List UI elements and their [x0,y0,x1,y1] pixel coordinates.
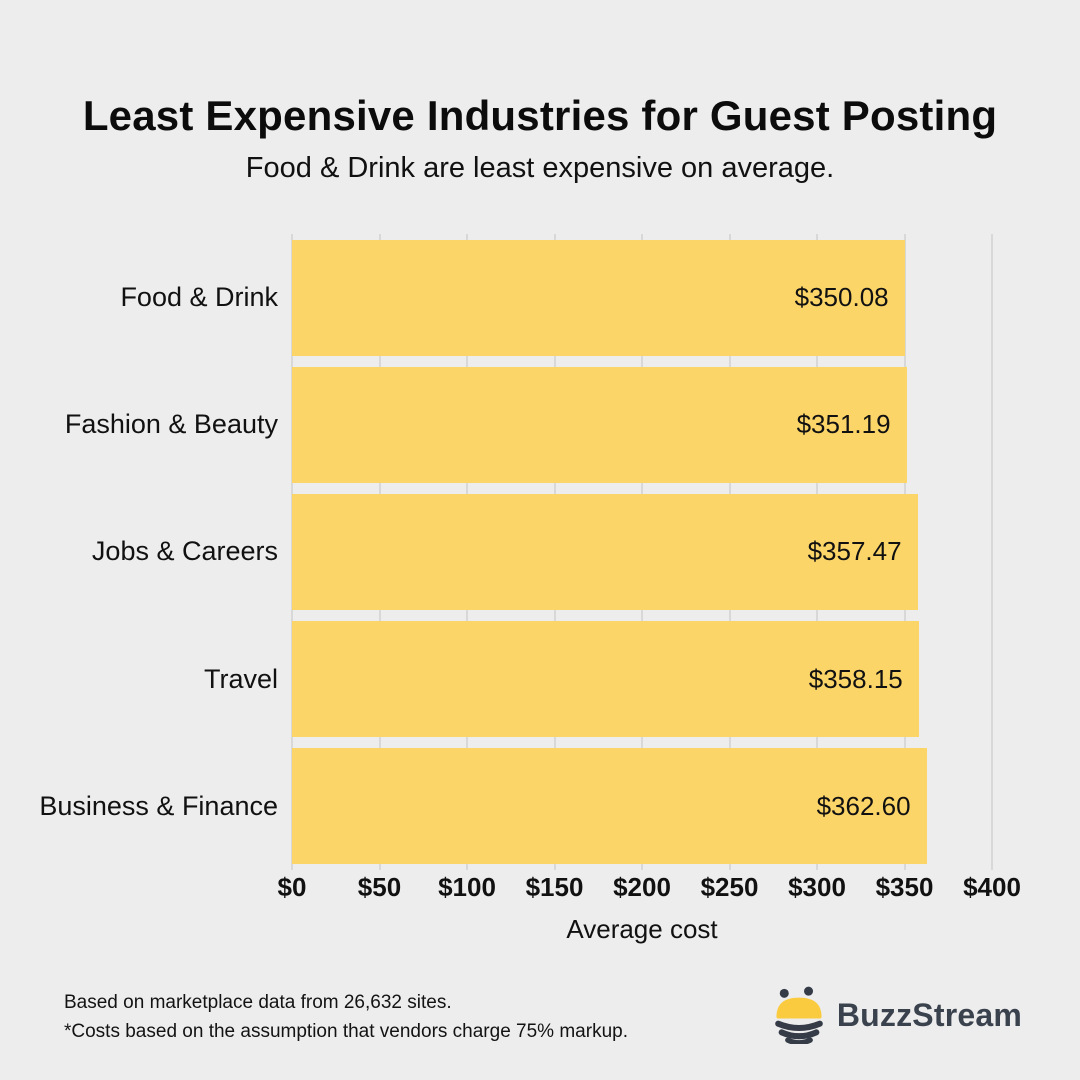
category-label: Fashion & Beauty [64,409,278,440]
x-tick-label: $300 [788,872,846,902]
category-label: Travel [203,663,278,694]
bar-row: $350.08 [292,234,992,361]
bee-icon [775,986,823,1044]
bar-Food & Drink: $350.08 [292,239,905,356]
chart-title: Least Expensive Industries for Guest Pos… [82,92,998,139]
source-note-line1: Based on marketplace data from 26,632 si… [64,992,452,1013]
bar-row: $358.15 [292,616,992,743]
x-tick-label: $250 [700,872,759,902]
x-axis-tick-labels: $0 $50 $100 $150 $200 $250 $300 $350 $400 [278,872,1021,906]
bar-Fashion & Beauty: $351.19 [292,366,907,483]
bar-chart-plot-area: $350.08 $351.19 $357.47 $358.15 $362.60 [291,234,993,870]
y-axis-category-labels: Food & Drink Fashion & Beauty Jobs & Caree… [0,234,278,870]
bar-Travel: $358.15 [292,621,919,738]
bar-row: $362.60 [292,743,992,870]
x-tick-label: $0 [277,872,307,902]
x-axis-title: Average cost [566,914,718,944]
buzzstream-logo: BuzzStream [773,986,1022,1044]
bars: $350.08 $351.19 $357.47 $358.15 $362.60 [292,234,992,870]
category-label: Food & Drink [120,282,278,313]
bar-value-label: $357.47 [807,536,902,567]
bar-value-label: $362.60 [816,790,911,821]
x-tick-label: $150 [525,872,584,902]
x-tick-label: $100 [438,872,496,902]
x-tick-label: $50 [357,872,402,902]
bar-Business & Finance: $362.60 [292,748,927,865]
gridline [991,234,993,870]
category-label: Business & Finance [39,790,278,821]
x-tick-label: $400 [963,872,1021,902]
bar-value-label: $358.15 [808,663,903,694]
bar-value-label: $351.19 [796,409,891,440]
x-tick-label: $200 [613,872,671,902]
source-note-line2: *Costs based on the assumption that vend… [64,1021,628,1042]
bar-value-label: $350.08 [794,282,889,313]
category-label: Jobs & Careers [91,536,278,567]
buzzstream-logo-text: BuzzStream [836,996,1022,1033]
x-tick-label: $350 [875,872,934,902]
bar-Jobs & Careers: $357.47 [292,493,918,610]
source-note: Based on marketplace data from 26,632 si… [64,988,628,1046]
bar-row: $351.19 [292,361,992,488]
chart-subtitle: Food & Drink are least expensive on aver… [245,152,835,184]
bar-row: $357.47 [292,488,992,615]
